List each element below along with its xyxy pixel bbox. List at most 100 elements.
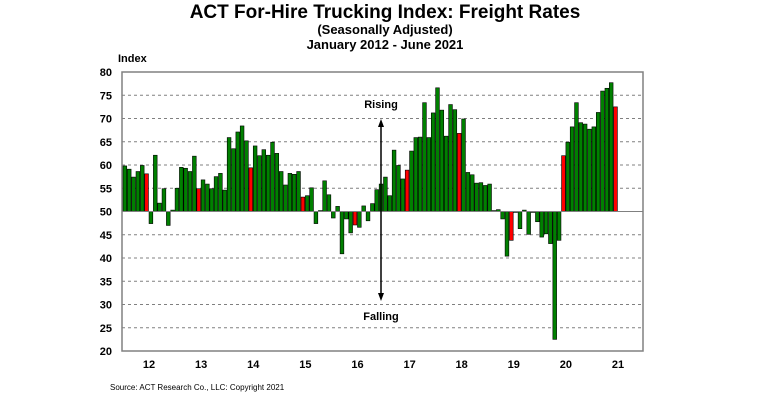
bar (604, 87, 610, 212)
x-tick-label: 13 (195, 359, 207, 371)
bar (448, 104, 453, 212)
y-tick-label: 55 (100, 183, 112, 195)
bar (226, 137, 232, 212)
bar (287, 173, 293, 212)
bar (131, 176, 136, 212)
bar (500, 211, 505, 220)
bar (383, 176, 388, 212)
x-tick-label: 15 (299, 359, 311, 371)
bar (209, 188, 214, 212)
bar (487, 183, 492, 212)
bar (422, 102, 427, 212)
bar (331, 211, 336, 219)
bar (179, 167, 184, 212)
bar (396, 165, 401, 212)
bar (187, 171, 193, 212)
rising-label: Rising (364, 99, 398, 111)
bar (161, 188, 167, 212)
bar (135, 171, 141, 212)
bar-june (404, 169, 410, 212)
bar (535, 211, 540, 223)
bar (578, 122, 583, 212)
bar-june (196, 188, 201, 212)
chart-title: ACT For-Hire Trucking Index: Freight Rat… (189, 2, 581, 23)
bar (257, 155, 262, 212)
bar (322, 180, 327, 212)
arrow-up-icon (378, 119, 384, 127)
bar (309, 187, 314, 212)
x-tick-label: 17 (403, 359, 415, 371)
y-axis-label: Index (118, 53, 148, 65)
bar (183, 167, 188, 212)
x-tick-label: 20 (560, 359, 572, 371)
bar-june (457, 133, 462, 212)
bar (609, 82, 614, 212)
bar (370, 203, 375, 212)
bar-june (352, 211, 358, 226)
bar (556, 211, 562, 241)
bar (504, 211, 510, 257)
bar (205, 183, 210, 212)
bar (348, 211, 353, 234)
bar (239, 125, 245, 212)
y-tick-label: 40 (100, 253, 112, 265)
bar (335, 206, 340, 212)
bar (565, 141, 570, 212)
bar-june (613, 106, 618, 212)
bar (274, 153, 280, 212)
bar (213, 176, 219, 212)
bar (552, 211, 557, 340)
bar (305, 195, 310, 212)
bar (387, 195, 392, 212)
bar (543, 211, 549, 235)
bar (326, 194, 332, 212)
bar (296, 171, 301, 212)
bar (600, 90, 605, 212)
bar (444, 135, 449, 212)
bar (478, 182, 484, 212)
chart-date-range: January 2012 - June 2021 (306, 37, 464, 52)
bar (400, 178, 405, 212)
y-tick-label: 75 (100, 90, 112, 102)
bar (313, 211, 319, 224)
falling-label: Falling (363, 311, 398, 323)
y-tick-label: 30 (100, 300, 112, 312)
bar (357, 211, 362, 228)
bar (413, 137, 418, 212)
bar (365, 211, 371, 222)
bar (417, 136, 423, 212)
bar (426, 137, 431, 212)
bar (465, 172, 471, 212)
bar (174, 187, 180, 212)
y-tick-label: 65 (100, 137, 112, 149)
y-tick-label: 60 (100, 160, 112, 172)
bar (361, 205, 366, 212)
bar-june (300, 196, 306, 212)
bar (539, 211, 544, 238)
bar (218, 173, 223, 212)
y-tick-label: 70 (100, 114, 112, 126)
bar (231, 148, 236, 212)
bar (470, 174, 475, 212)
bar (344, 211, 349, 220)
bar (127, 168, 132, 212)
y-tick-label: 50 (100, 207, 112, 219)
bar (153, 154, 158, 212)
bar (435, 87, 440, 212)
bar (148, 211, 154, 224)
bar (292, 174, 297, 212)
bar (430, 112, 436, 212)
bar (265, 154, 271, 212)
bar (166, 211, 171, 226)
y-tick-label: 20 (100, 346, 112, 358)
bar (339, 211, 345, 255)
bar (452, 109, 458, 212)
bar (252, 145, 258, 212)
bar (439, 109, 445, 212)
bar (569, 126, 575, 212)
bar (582, 123, 588, 212)
bar (279, 171, 284, 212)
source-note: Source: ACT Research Co., LLC: Copyright… (110, 383, 285, 392)
bar (192, 155, 197, 212)
